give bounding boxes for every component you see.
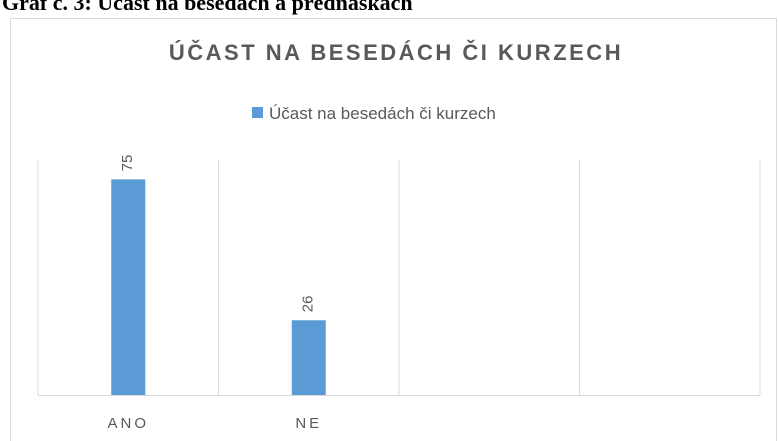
legend-swatch (252, 107, 263, 118)
bar (111, 179, 146, 395)
legend-label: Účast na besedách či kurzech (269, 104, 496, 123)
data-label: 75 (119, 155, 136, 172)
x-tick-label: ANO (107, 415, 149, 432)
bar (291, 320, 326, 395)
data-label: 26 (300, 296, 317, 313)
x-tick-label: NE (295, 415, 322, 432)
chart-title: ÚČAST NA BESEDÁCH ČI KURZECH (169, 40, 623, 65)
heading: Graf č. 3: Účast na besedách a přednášká… (2, 0, 413, 15)
